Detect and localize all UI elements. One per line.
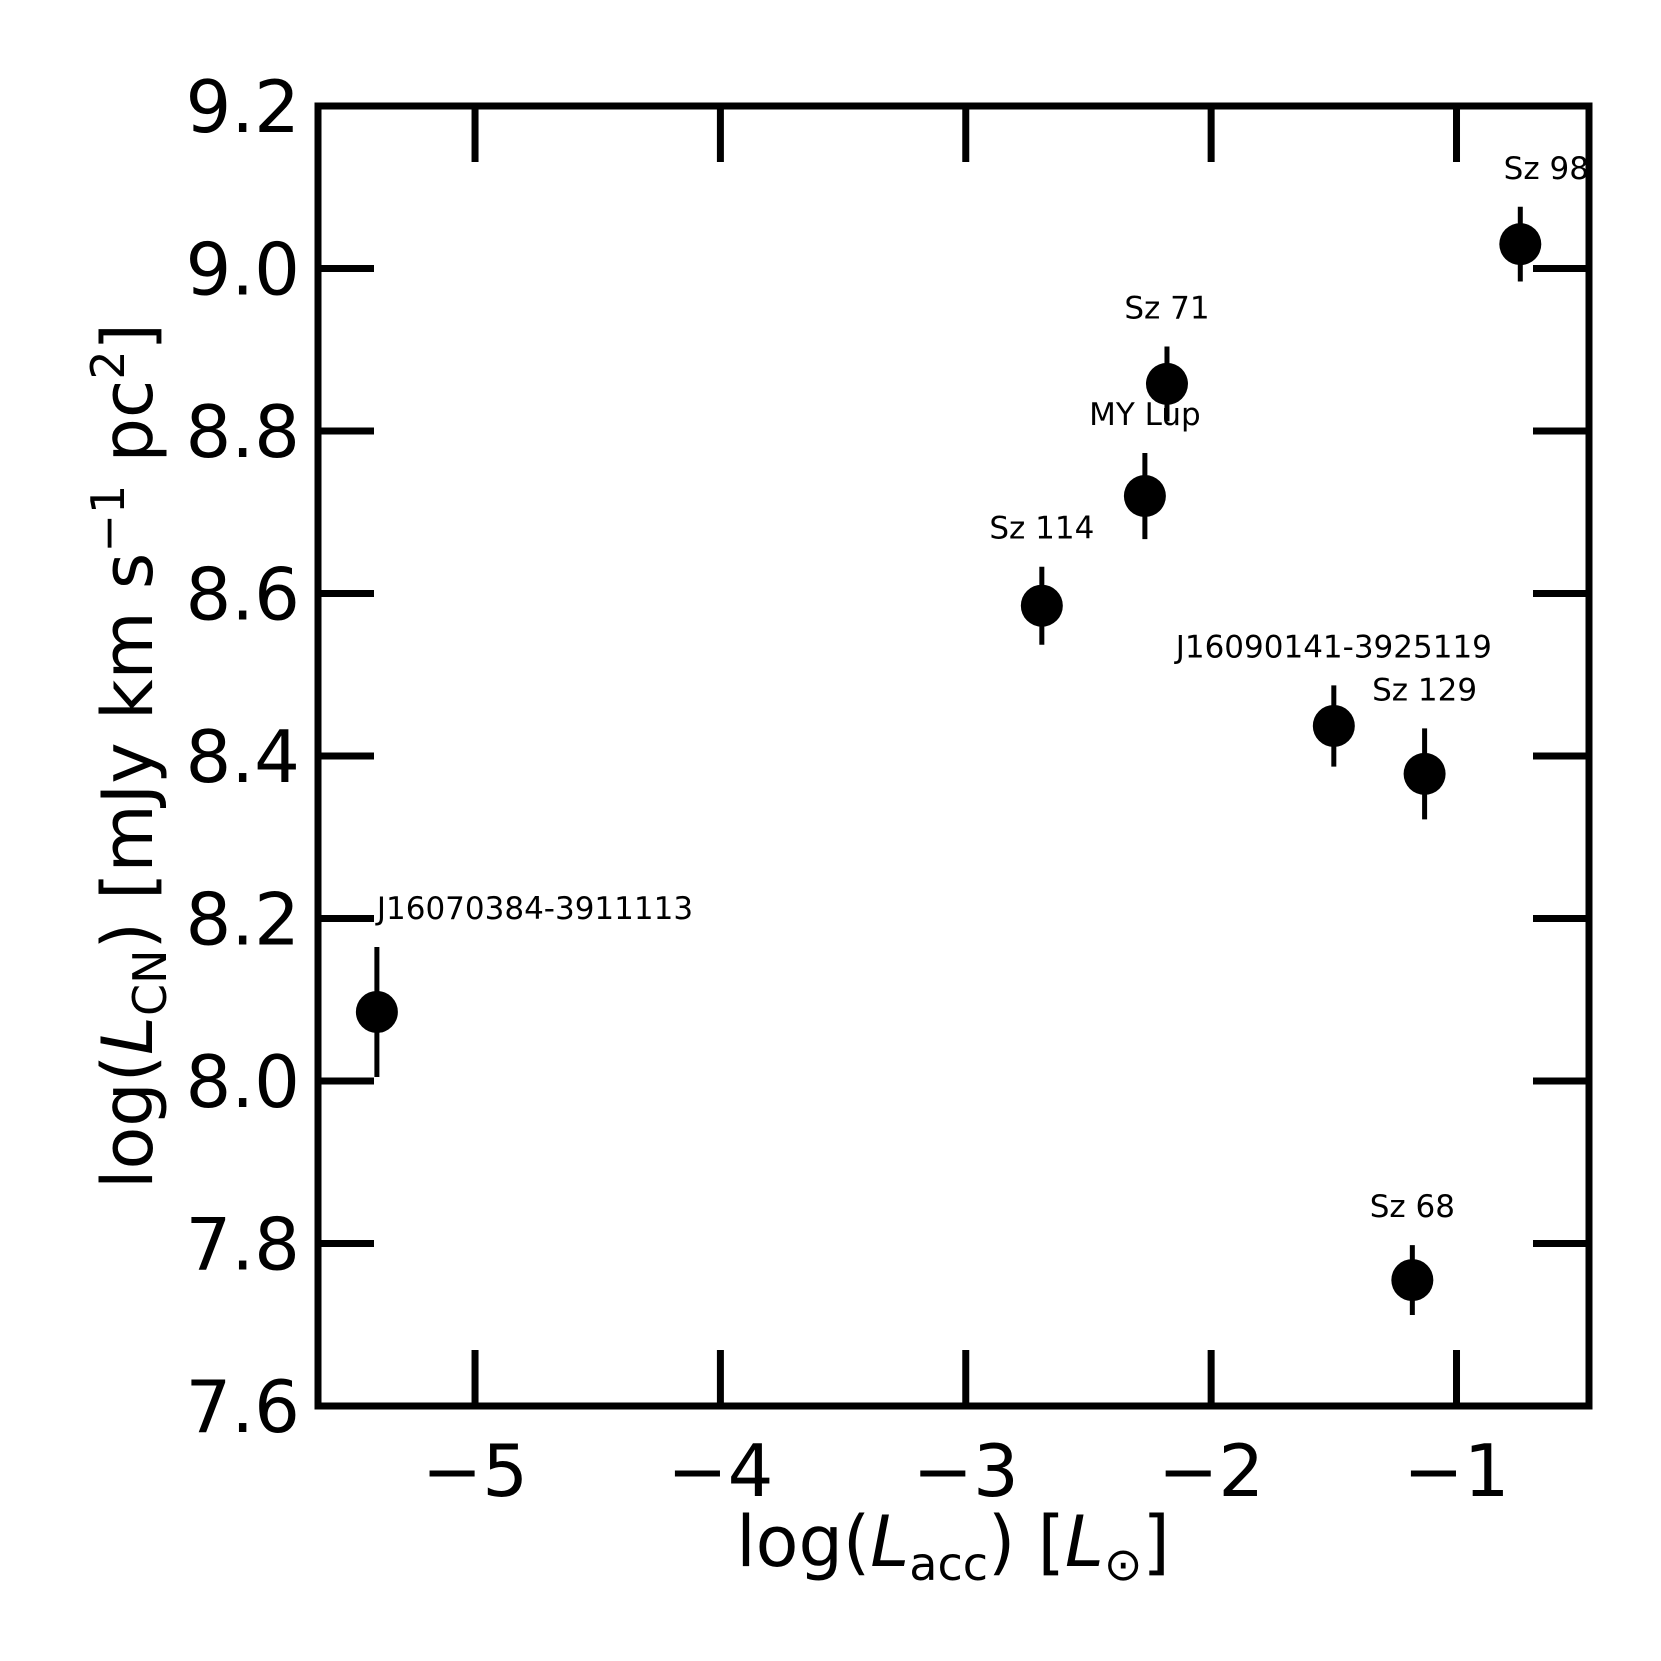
data-point [1403,752,1446,795]
point-label: MY Lup [1089,397,1201,433]
x-tick-label: −2 [1158,1429,1264,1513]
data-point [1391,1259,1434,1302]
y-tick-label: 8.6 [185,553,300,637]
y-axis-title: log(LCN) [mJy km s−1 pc2] [81,323,177,1189]
data-point [1499,223,1542,266]
y-tick-label: 8.0 [185,1040,300,1124]
x-tick-label: −3 [913,1429,1019,1513]
x-axis-title: log(Lacc) [L⊙] [736,1501,1170,1591]
x-tick-label: −1 [1403,1429,1509,1513]
data-point [1020,584,1063,627]
data-point [1123,475,1166,517]
y-tick-label: 8.2 [185,878,300,962]
point-label: J16090141-3925119 [1174,629,1492,665]
data-points: J16070384-3911113 Sz 114 MY Lup Sz 71 J16090… [355,151,1589,1315]
plot-frame [314,102,1593,1410]
x-tick-label: −5 [422,1429,528,1513]
y-tick-label: 7.6 [185,1365,300,1449]
data-point [355,990,398,1033]
x-tick-label: −4 [667,1429,773,1513]
y-tick-label: 8.4 [185,715,300,799]
point-label: Sz 71 [1124,291,1209,327]
y-tick-label: 9.0 [185,228,300,312]
data-point [1145,362,1188,405]
y-tick-label: 7.8 [185,1203,300,1287]
y-tick-label: 8.8 [185,390,300,474]
point-label: Sz 98 [1504,151,1589,187]
point-label: J16070384-3911113 [375,891,693,927]
data-point [1312,704,1355,747]
axis-tick-labels: −5 −4 −3 −2 −1 7.6 7.8 8.0 8.2 8.4 8.6 8.8 9.0 9.2 [185,65,1509,1513]
point-label: Sz 129 [1372,672,1477,708]
point-label: Sz 68 [1370,1189,1455,1225]
y-tick-label: 9.2 [185,65,300,149]
point-label: Sz 114 [989,511,1094,547]
